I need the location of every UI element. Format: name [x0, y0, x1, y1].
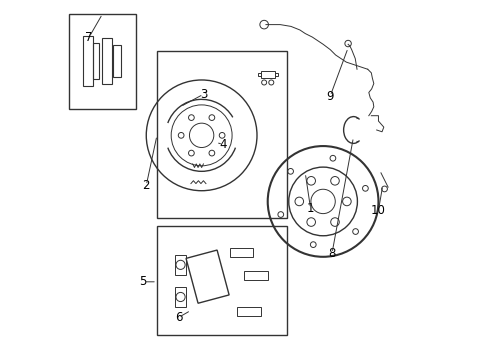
Bar [157, 226, 287, 336]
Bar [175, 287, 186, 307]
Bar [257, 73, 260, 76]
Text: 3: 3 [199, 88, 207, 101]
Bar [237, 307, 260, 316]
Text: 10: 10 [370, 204, 385, 217]
Text: 6: 6 [174, 311, 182, 324]
Bar [274, 73, 277, 76]
Bar [83, 36, 93, 86]
Bar [260, 71, 274, 78]
Bar [157, 51, 287, 217]
Bar [244, 271, 267, 280]
Bar [93, 43, 99, 79]
Text: 8: 8 [327, 247, 335, 260]
Bar [113, 45, 121, 77]
Text: 7: 7 [85, 31, 93, 44]
Bar [185, 250, 229, 303]
Text: 4: 4 [219, 138, 226, 151]
Text: 2: 2 [142, 179, 150, 192]
Text: 9: 9 [326, 90, 333, 103]
Bar [230, 248, 253, 257]
Text: 5: 5 [139, 275, 146, 288]
Bar [102, 38, 112, 84]
Text: 1: 1 [306, 202, 314, 215]
Bar [69, 14, 135, 109]
Bar [175, 255, 186, 275]
